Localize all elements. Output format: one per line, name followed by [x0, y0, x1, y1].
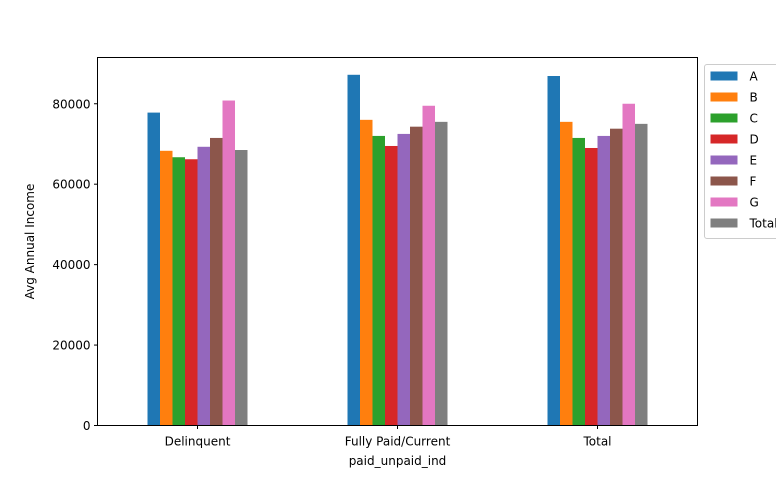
- bar-e-fully-paid-current: [397, 133, 410, 426]
- legend-label-c: C: [750, 112, 758, 126]
- legend-label-d: D: [750, 133, 759, 147]
- bar-b-fully-paid-current: [360, 119, 373, 426]
- bar-b-total: [560, 121, 573, 426]
- bar-c-delinquent: [172, 157, 185, 426]
- legend-label-g: G: [750, 196, 759, 210]
- bars-layer: [147, 74, 648, 426]
- bar-a-fully-paid-current: [347, 74, 360, 426]
- legend-label-f: F: [750, 175, 757, 189]
- bar-c-total: [572, 137, 585, 426]
- y-tick-label: 80000: [52, 97, 90, 111]
- legend-swatch-total: [710, 218, 738, 228]
- bar-total-delinquent: [235, 150, 248, 426]
- bar-a-total: [547, 76, 560, 426]
- bar-f-total: [610, 128, 623, 426]
- legend-swatch-e: [710, 155, 738, 165]
- y-tick-label: 40000: [52, 258, 90, 272]
- legend-swatch-b: [710, 92, 738, 102]
- bar-a-delinquent: [147, 112, 160, 426]
- bar-f-fully-paid-current: [410, 126, 423, 426]
- bar-e-delinquent: [197, 146, 210, 426]
- bar-c-fully-paid-current: [372, 135, 385, 426]
- bar-g-fully-paid-current: [422, 105, 435, 426]
- legend-label-total: Total: [749, 217, 776, 231]
- legend-swatch-d: [710, 134, 738, 144]
- bar-d-total: [585, 147, 598, 426]
- legend-swatch-f: [710, 176, 738, 186]
- bar-b-delinquent: [160, 150, 173, 426]
- x-tick-label: Total: [582, 435, 611, 449]
- bar-total-fully-paid-current: [435, 121, 448, 426]
- legend-swatch-g: [710, 197, 738, 207]
- y-tick-label: 60000: [52, 178, 90, 192]
- bar-e-total: [597, 135, 610, 426]
- legend-label-e: E: [750, 154, 758, 168]
- bar-f-delinquent: [210, 137, 223, 426]
- bar-total-total: [635, 123, 648, 426]
- y-tick-label: 0: [83, 419, 91, 433]
- x-tick-label: Fully Paid/Current: [345, 435, 451, 449]
- y-axis-label: Avg Annual Income: [23, 184, 37, 300]
- bar-d-fully-paid-current: [385, 145, 398, 426]
- x-tick-label: Delinquent: [165, 435, 231, 449]
- bar-d-delinquent: [185, 159, 198, 426]
- legend-box: [704, 64, 776, 239]
- bar-g-total: [622, 103, 635, 426]
- x-axis-label: paid_unpaid_ind: [349, 454, 447, 468]
- legend-label-b: B: [750, 91, 758, 105]
- y-tick-label: 20000: [52, 339, 90, 353]
- y-axis: 0 20000 40000 60000 80000: [52, 97, 98, 433]
- legend-swatch-c: [710, 113, 738, 123]
- x-axis: Delinquent Fully Paid/Current Total: [165, 425, 612, 449]
- legend-swatch-a: [710, 71, 738, 81]
- legend-label-a: A: [750, 70, 759, 84]
- bar-g-delinquent: [222, 100, 235, 426]
